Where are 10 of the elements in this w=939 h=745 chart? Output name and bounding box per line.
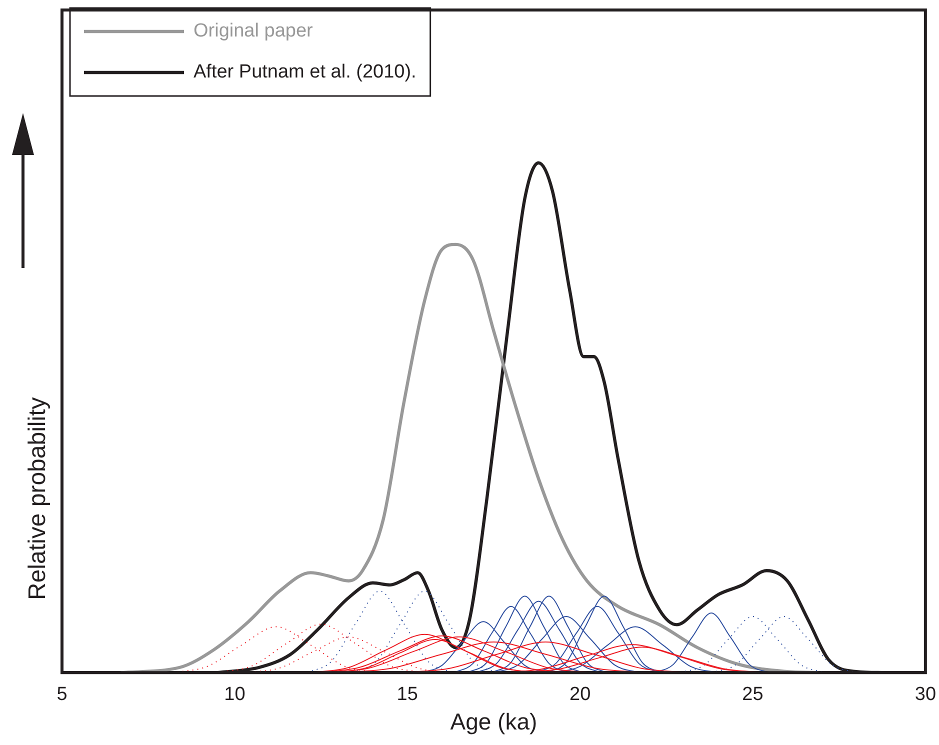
x-tick-label: 10: [224, 684, 246, 706]
text: After Putnam et al. (2010).: [194, 62, 416, 83]
x-axis-title: Age (ka): [450, 708, 538, 735]
x-tick-label: 30: [914, 684, 936, 706]
x-tick-label: 5: [56, 684, 68, 706]
text: Original paper: [194, 20, 314, 42]
x-tick-label: 25: [742, 684, 764, 706]
x-tick-label: 20: [569, 684, 591, 706]
y-axis-title: Relative probability: [24, 397, 52, 600]
x-tick-label: 15: [396, 684, 418, 706]
